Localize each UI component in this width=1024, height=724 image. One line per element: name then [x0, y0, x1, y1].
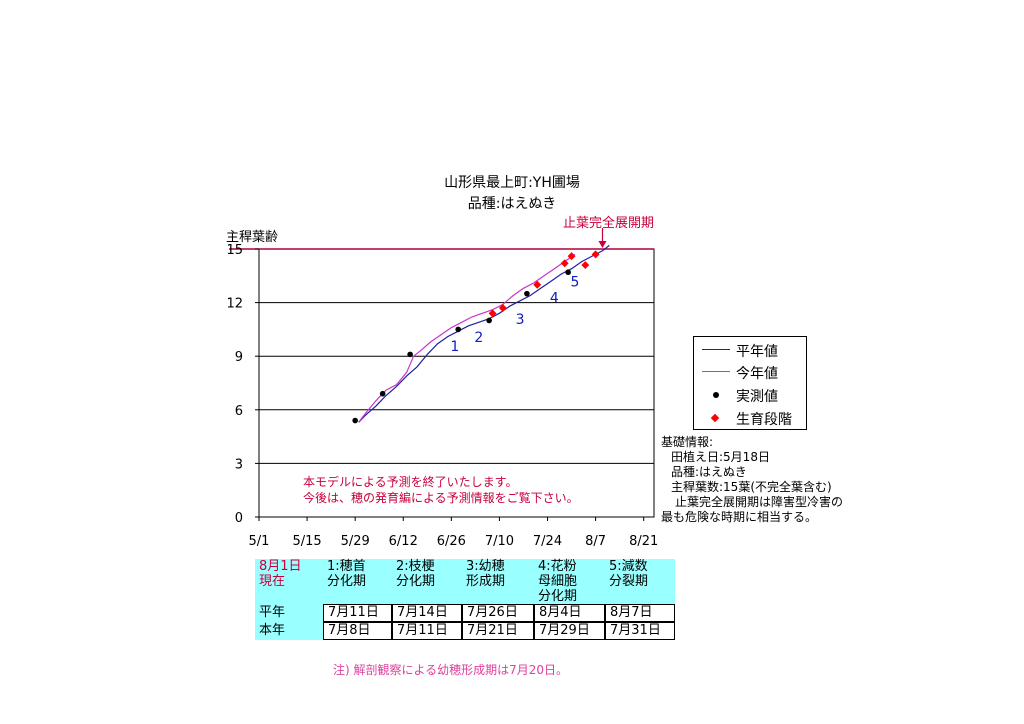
legend-item-normal: 平年値	[694, 339, 806, 361]
table-cell: 7月21日	[462, 622, 534, 640]
footnote: 注) 解剖観察による幼穂形成期は7月20日。	[333, 663, 569, 677]
x-tick-label: 5/15	[292, 534, 321, 549]
row-label-normal: 平年	[255, 604, 323, 622]
observed-point	[455, 326, 462, 333]
stage-header-3: 3:幼穂 形成期	[462, 559, 534, 604]
header-line: 5:減数	[609, 559, 648, 574]
stage-diamond-swatch	[710, 413, 720, 423]
info-variety: 品種:はえぬき	[671, 465, 747, 479]
legend-label: 生育段階	[736, 412, 792, 428]
stage-header-5: 5:減数 分裂期	[605, 559, 675, 604]
table-cell: 7月14日	[392, 604, 462, 622]
x-tick-label: 7/10	[485, 534, 514, 549]
legend-item-current: 今年値	[694, 361, 806, 383]
header-line: 2:枝梗	[396, 559, 435, 574]
x-tick-label: 5/29	[341, 534, 370, 549]
legend-label: 実測値	[736, 389, 778, 405]
stage-point	[560, 259, 569, 268]
end-notice: 本モデルによる予測を終了いたします。 今後は、穂の発育編による予測情報をご覧下さ…	[303, 474, 579, 506]
x-tick-label: 6/26	[437, 534, 466, 549]
observed-point	[379, 390, 386, 397]
y-tick-label: 15	[226, 243, 243, 258]
observed-point	[565, 269, 571, 276]
y-tick-label: 0	[235, 511, 243, 526]
info-heading: 基礎情報:	[661, 435, 714, 449]
notice-line2: 今後は、穂の発育編による予測情報をご覧下さい。	[303, 491, 579, 505]
legend-item-observed: 実測値	[694, 384, 806, 406]
chart-title: 山形県最上町:YH圃場	[444, 175, 580, 191]
stage-point	[591, 250, 600, 259]
header-line: 分裂期	[609, 574, 649, 589]
stage-number-label: 4	[550, 291, 559, 307]
y-tick-label: 6	[235, 404, 243, 419]
stage-number-label: 3	[516, 312, 525, 328]
header-line: 分化期	[396, 574, 436, 589]
table-cell: 8月4日	[534, 604, 605, 622]
stage-number-label: 1	[450, 339, 459, 355]
plot-area	[258, 248, 655, 518]
header-line: 形成期	[466, 574, 506, 589]
corner-date: 8月1日	[259, 559, 302, 574]
x-tick-label: 6/12	[389, 534, 418, 549]
table-cell: 7月26日	[462, 604, 534, 622]
basic-info: 基礎情報: 田植え日:5月18日 品種:はえぬき 主稈葉数:15葉(不完全葉含む…	[661, 435, 843, 525]
stage-number-label: 5	[571, 275, 580, 291]
legend-label: 今年値	[736, 366, 778, 382]
info-planting-date: 田植え日:5月18日	[671, 450, 770, 464]
table-cell: 7月29日	[534, 622, 605, 640]
y-tick-label: 9	[235, 350, 243, 365]
y-axis-label: 主稈葉齢	[226, 230, 279, 245]
observed-point	[407, 351, 413, 358]
header-line: 母細胞	[538, 574, 578, 589]
normal-line-swatch	[702, 349, 730, 350]
stage-header-4: 4:花粉 母細胞 分化期	[534, 559, 605, 604]
legend-item-stage: 生育段階	[694, 407, 806, 429]
stage-number-label: 2	[474, 330, 483, 346]
stage-point	[533, 280, 542, 289]
growth-stage-table: 8月1日 現在 1:穂首 分化期 2:枝梗 分化期 3:幼穂 形成期 4:花粉 …	[255, 559, 675, 640]
table-cell: 7月11日	[323, 604, 392, 622]
current-series-line	[358, 253, 576, 423]
observed-point	[486, 317, 492, 324]
header-line: 分化期	[327, 574, 367, 589]
stop-leaf-label: 止葉完全展開期	[563, 216, 655, 231]
stage-point	[567, 252, 576, 261]
y-tick-label: 3	[235, 457, 243, 472]
row-label-this-year: 本年	[255, 622, 323, 640]
stage-header-2: 2:枝梗 分化期	[392, 559, 462, 604]
observed-point	[524, 290, 530, 297]
corner-now: 現在	[259, 574, 286, 589]
normal-series-line	[358, 244, 610, 423]
header-line: 3:幼穂	[466, 559, 505, 574]
x-tick-label: 8/21	[629, 534, 658, 549]
info-note-line1: 止葉完全展開期は障害型冷害の	[675, 495, 844, 509]
legend-label: 平年値	[736, 344, 778, 360]
header-line: 1:穂首	[327, 559, 366, 574]
x-tick-label: 8/7	[585, 534, 606, 549]
stage-point	[488, 309, 497, 318]
table-cell: 7月31日	[605, 622, 675, 640]
notice-line1: 本モデルによる予測を終了いたします。	[303, 475, 518, 489]
x-tick-label: 7/24	[533, 534, 562, 549]
current-line-swatch	[702, 371, 730, 372]
stop-leaf-arrow-head	[598, 241, 607, 248]
info-note-line2: 最も危険な時期に相当する。	[661, 510, 818, 524]
info-leaf-count: 主稈葉数:15葉(不完全葉含む)	[671, 480, 832, 494]
chart-subtitle: 品種:はえぬき	[467, 196, 557, 212]
x-tick-label: 5/1	[249, 534, 270, 549]
header-line: 分化期	[538, 589, 578, 604]
header-line: 4:花粉	[538, 559, 577, 574]
observed-point	[352, 417, 358, 424]
stage-point	[498, 304, 507, 312]
table-cell: 7月11日	[392, 622, 462, 640]
stage-header-1: 1:穂首 分化期	[323, 559, 392, 604]
legend: 平年値 今年値 実測値 生育段階	[693, 336, 807, 430]
observed-dot-swatch	[713, 392, 719, 398]
y-tick-label: 12	[226, 297, 243, 312]
table-cell: 7月8日	[323, 622, 392, 640]
table-cell: 8月7日	[605, 604, 675, 622]
table-corner: 8月1日 現在	[255, 559, 323, 604]
